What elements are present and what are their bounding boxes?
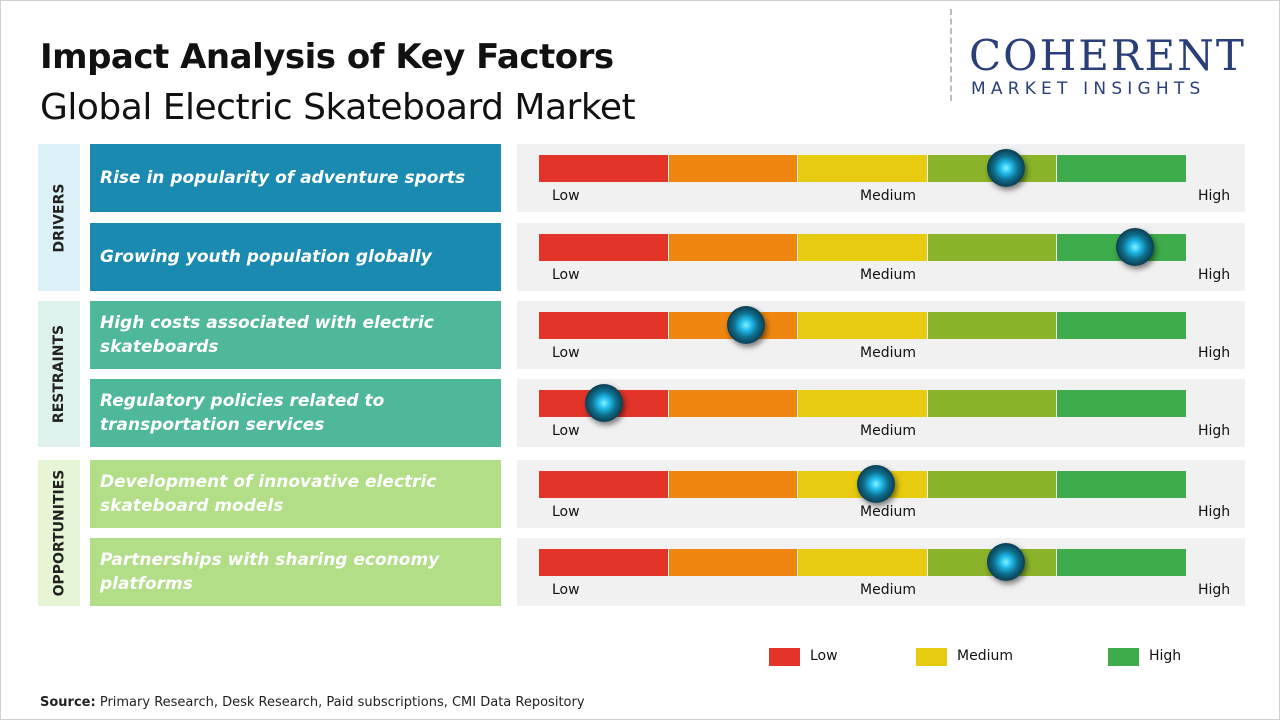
scale-segment (1057, 155, 1186, 182)
group-label-text: OPPORTUNITIES (51, 469, 68, 597)
scale-segment (668, 549, 798, 576)
factor-text: Development of innovative electric skate… (90, 460, 501, 528)
impact-knob (727, 306, 766, 344)
legend-label: Low (810, 648, 838, 664)
source-text: Primary Research, Desk Research, Paid su… (99, 695, 585, 710)
level-low: Low (552, 345, 580, 361)
level-high: High (1198, 267, 1231, 283)
scale-segment (1057, 390, 1186, 417)
scale-segment (539, 234, 668, 261)
scale-segment (539, 471, 668, 498)
scale-segment (668, 155, 798, 182)
level-medium: Medium (860, 504, 916, 520)
logo-tagline: MARKET INSIGHTS (971, 79, 1206, 99)
level-high: High (1198, 582, 1231, 598)
level-low: Low (552, 582, 580, 598)
impact-panel: Low Medium High (517, 223, 1245, 291)
level-high: High (1198, 345, 1231, 361)
legend-swatch (769, 648, 800, 666)
factor-text: Partnerships with sharing economy platfo… (90, 538, 501, 606)
impact-panel: Low Medium High (517, 379, 1245, 447)
logo-name: COHERENT (969, 31, 1246, 80)
group-label: RESTRAINTS (38, 301, 80, 447)
legend-label: Medium (957, 648, 1013, 664)
legend-swatch (916, 648, 947, 666)
scale-segment (927, 390, 1057, 417)
source: Source: Primary Research, Desk Research,… (40, 695, 585, 710)
factor-text: Regulatory policies related to transport… (90, 379, 501, 447)
impact-knob (856, 465, 895, 503)
level-high: High (1198, 504, 1231, 520)
scale-segment (539, 155, 668, 182)
level-medium: Medium (860, 267, 916, 283)
subtitle: Global Electric Skateboard Market (40, 87, 636, 128)
factor-text: Growing youth population globally (90, 223, 501, 291)
scale-segment (1057, 549, 1186, 576)
scale-segment (668, 234, 798, 261)
scale-segment (798, 155, 927, 182)
scale-segment (927, 234, 1057, 261)
level-high: High (1198, 188, 1231, 204)
level-medium: Medium (860, 188, 916, 204)
group-label-text: DRIVERS (51, 183, 67, 252)
scale-segment (539, 549, 668, 576)
scale-segment (668, 390, 798, 417)
legend-label: High (1149, 648, 1182, 664)
scale-segment (1057, 471, 1186, 498)
factor-text: Rise in popularity of adventure sports (90, 144, 501, 212)
scale-segment (1057, 312, 1186, 339)
impact-panel: Low Medium High (517, 144, 1245, 212)
legend-swatch (1108, 648, 1139, 666)
level-medium: Medium (860, 345, 916, 361)
level-low: Low (552, 504, 580, 520)
group-label: DRIVERS (38, 144, 80, 291)
level-high: High (1198, 423, 1231, 439)
level-low: Low (552, 188, 580, 204)
impact-knob (584, 384, 623, 422)
factor-text: High costs associated with electric skat… (90, 301, 501, 369)
scale-segment (927, 312, 1057, 339)
impact-knob (986, 543, 1025, 581)
impact-panel: Low Medium High (517, 538, 1245, 606)
level-low: Low (552, 267, 580, 283)
scale-segment (798, 390, 927, 417)
level-medium: Medium (860, 423, 916, 439)
scale-segment (798, 234, 927, 261)
scale-segment (798, 312, 927, 339)
group-label-text: RESTRAINTS (51, 324, 67, 424)
level-low: Low (552, 423, 580, 439)
impact-knob (1116, 228, 1155, 266)
source-label: Source: (40, 695, 96, 710)
scale-segment (927, 471, 1057, 498)
title: Impact Analysis of Key Factors (40, 37, 614, 77)
scale-segment (668, 471, 798, 498)
level-medium: Medium (860, 582, 916, 598)
scale-segment (798, 549, 927, 576)
group-label: OPPORTUNITIES (38, 460, 80, 606)
scale-segment (539, 312, 668, 339)
impact-panel: Low Medium High (517, 301, 1245, 369)
impact-knob (986, 149, 1025, 187)
divider (950, 9, 952, 101)
impact-panel: Low Medium High (517, 460, 1245, 528)
